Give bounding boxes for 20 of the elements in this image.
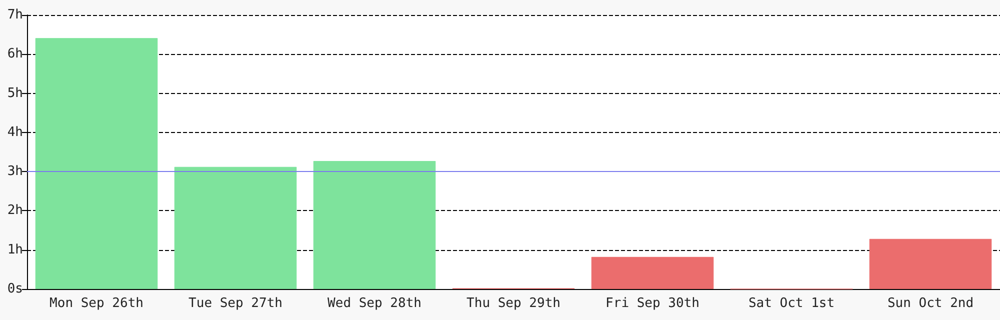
y-tick-label: 7h [7,8,23,22]
y-tick-label: 5h [7,86,23,101]
x-tick-label: Thu Sep 29th [466,296,560,311]
y-tick-label: 0s [7,282,23,296]
x-tick-label: Tue Sep 27th [188,296,282,311]
x-tick-label: Sat Oct 1st [748,296,835,311]
y-tick-label: 2h [7,203,23,218]
x-tick-label: Mon Sep 26th [50,296,144,311]
y-tick-label: 1h [7,242,23,258]
x-tick-label: Sun Oct 2nd [887,296,974,311]
bar [174,166,297,289]
y-tick-label: 4h [7,124,23,140]
x-tick-label: Fri Sep 30th [606,296,700,311]
bar [869,238,992,289]
y-tick-label: 6h [7,46,23,62]
y-tick-label: 3h [7,164,23,180]
bar [591,256,714,289]
bar [313,161,436,289]
bar [35,38,158,289]
x-tick-label: Wed Sep 28th [328,296,422,311]
